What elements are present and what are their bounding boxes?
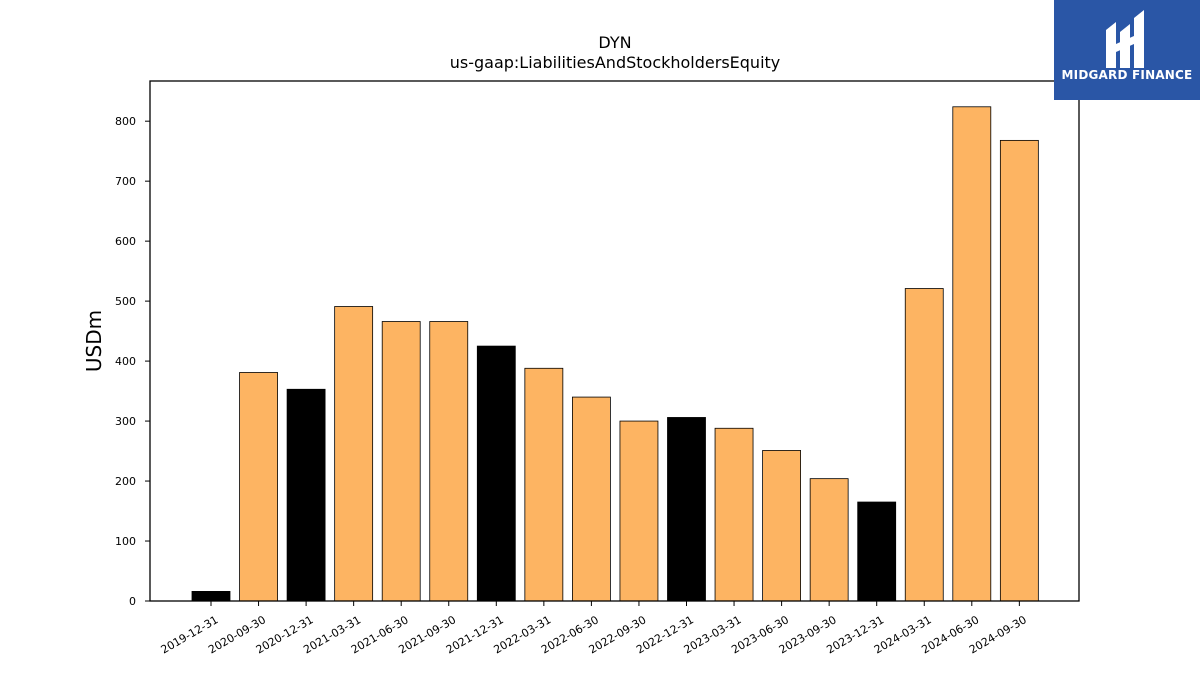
chart-subtitle: us-gaap:LiabilitiesAndStockholdersEquity (450, 53, 781, 72)
y-tick-label: 400 (115, 355, 136, 368)
bar-2021-03-31 (334, 306, 374, 602)
y-tick-label: 200 (115, 475, 136, 488)
y-tick-label: 600 (115, 235, 136, 248)
bar-2021-06-30 (381, 321, 421, 602)
bar-2020-09-30 (239, 372, 278, 602)
y-tick-label: 700 (115, 175, 136, 188)
bar-2022-09-30 (619, 420, 659, 602)
midgard-logo-icon (1106, 10, 1144, 68)
y-tick-label: 0 (129, 595, 136, 608)
bar-2023-12-31 (857, 501, 897, 602)
y-tick-label: 300 (115, 415, 136, 428)
bar-2022-12-31 (667, 417, 706, 602)
bar-2024-09-30 (999, 139, 1039, 602)
bar-2022-03-31 (524, 367, 564, 602)
x-ticks-group: 2019-12-312020-09-302020-12-312021-03-31… (159, 601, 1029, 656)
bar-2023-09-30 (809, 478, 849, 602)
bar-2023-03-31 (714, 427, 754, 602)
midgard-finance-logo: MIDGARD FINANCE (1054, 0, 1200, 100)
bar-2020-12-31 (286, 388, 326, 602)
y-ticks-group: 0 100 200 300 400 500 600 700 800 (115, 115, 150, 608)
y-tick-label: 500 (115, 295, 136, 308)
bar-2021-12-31 (476, 345, 516, 602)
bars-group (191, 106, 1039, 602)
bar-2022-06-30 (572, 396, 611, 602)
y-axis-label: USDm (82, 310, 106, 372)
logo-text: MIDGARD FINANCE (1061, 68, 1193, 82)
bar-2021-09-30 (429, 321, 469, 602)
chart-title: DYN (598, 33, 631, 52)
bar-2023-06-30 (762, 450, 801, 602)
plot-frame (149, 80, 1080, 602)
y-tick-label: 800 (115, 115, 136, 128)
bar-2019-12-31 (191, 591, 231, 602)
bar-2024-03-31 (904, 288, 944, 602)
y-tick-label: 100 (115, 535, 136, 548)
bar-2024-06-30 (952, 106, 992, 602)
